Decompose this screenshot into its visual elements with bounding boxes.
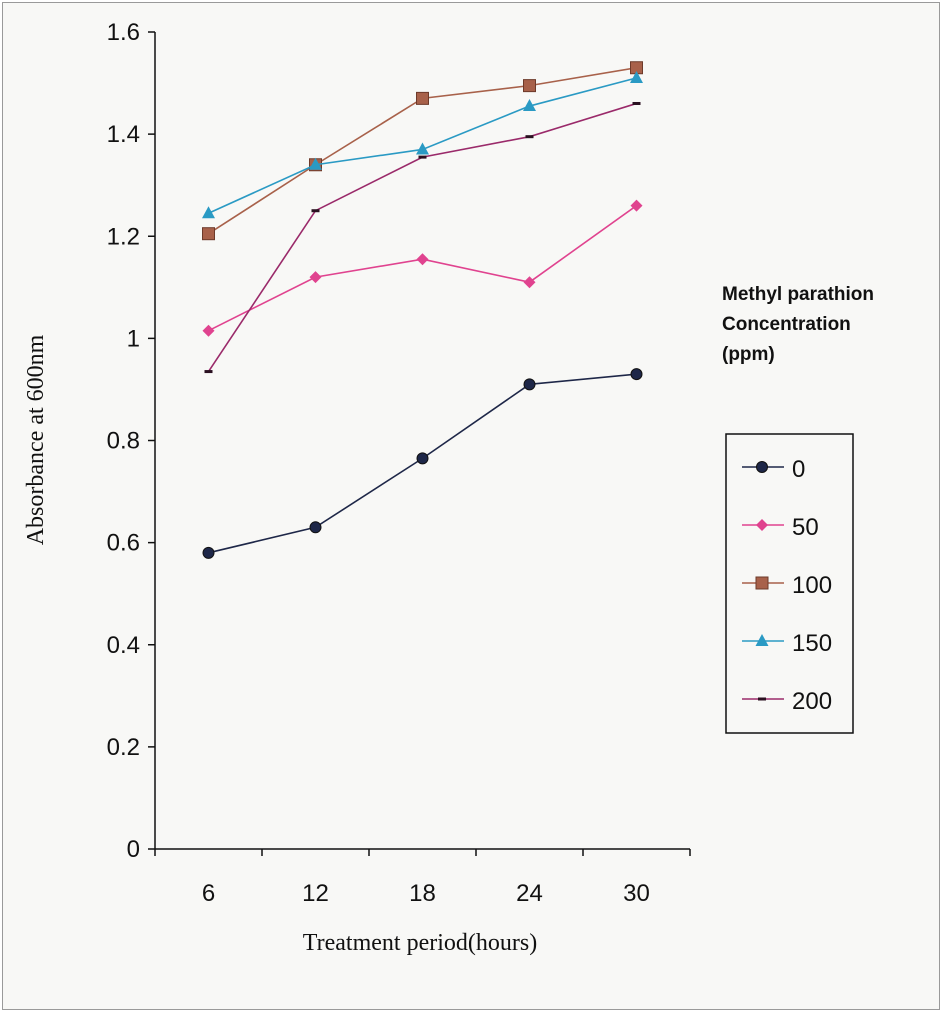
legend-label: 0	[792, 456, 805, 483]
data-point	[523, 276, 536, 289]
legend-item: 50	[742, 514, 819, 541]
data-point	[309, 521, 322, 534]
series-0	[202, 368, 643, 559]
data-point	[525, 135, 534, 139]
legend-title: (ppm)	[722, 344, 775, 365]
y-tick-label: 0	[127, 836, 140, 863]
data-point	[202, 324, 215, 337]
y-tick-label: 0.8	[107, 428, 140, 455]
data-point	[416, 253, 429, 266]
y-tick-label: 0.2	[107, 734, 140, 761]
data-point	[523, 378, 536, 391]
legend-marker	[756, 519, 768, 531]
data-point	[632, 101, 641, 105]
legend-label: 100	[792, 572, 832, 599]
x-tick-label: 18	[409, 880, 436, 907]
data-point	[309, 157, 322, 170]
data-point	[311, 209, 320, 213]
data-point	[204, 370, 213, 374]
legend-title: Methyl parathion	[722, 284, 874, 305]
legend-box	[725, 433, 854, 734]
data-point	[416, 142, 429, 155]
y-tick-label: 0.4	[107, 632, 140, 659]
data-point	[202, 227, 215, 241]
data-point	[202, 206, 215, 219]
y-tick-label: 1	[127, 325, 140, 352]
legend-label: 150	[792, 630, 832, 657]
legend-label: 200	[792, 688, 832, 715]
data-point	[630, 199, 643, 212]
x-tick-label: 6	[202, 880, 215, 907]
legend-marker	[758, 697, 766, 701]
legend-marker	[756, 461, 768, 473]
y-tick-label: 1.6	[107, 19, 140, 46]
data-point	[630, 368, 643, 381]
y-tick-label: 1.4	[107, 121, 140, 148]
x-tick-label: 24	[516, 880, 543, 907]
data-point	[418, 155, 427, 159]
y-tick-label: 0.6	[107, 530, 140, 557]
x-tick-label: 30	[623, 880, 650, 907]
legend-item: 200	[742, 688, 832, 715]
legend-marker	[755, 634, 769, 646]
x-axis-label: Treatment period(hours)	[303, 930, 537, 956]
legend-item: 150	[742, 630, 832, 657]
y-tick-label: 1.2	[107, 223, 140, 250]
legend: 0 50 100 150 200	[725, 433, 854, 734]
data-point	[416, 91, 429, 105]
series-line	[208, 204, 637, 332]
y-axis-label: Absorbance at 600nm	[23, 334, 49, 545]
legend-marker	[755, 576, 769, 590]
data-point	[630, 70, 643, 83]
series-50	[202, 199, 643, 337]
data-point	[523, 99, 536, 112]
x-tick-label: 12	[302, 880, 329, 907]
data-point	[202, 546, 215, 559]
series-200	[204, 101, 641, 374]
legend-item: 0	[742, 456, 805, 483]
data-point	[523, 79, 536, 93]
legend-item: 100	[742, 572, 832, 599]
data-point	[416, 452, 429, 465]
data-point	[309, 271, 322, 284]
legend-title: Concentration	[722, 314, 851, 335]
legend-label: 50	[792, 514, 819, 541]
series-150	[202, 70, 643, 219]
